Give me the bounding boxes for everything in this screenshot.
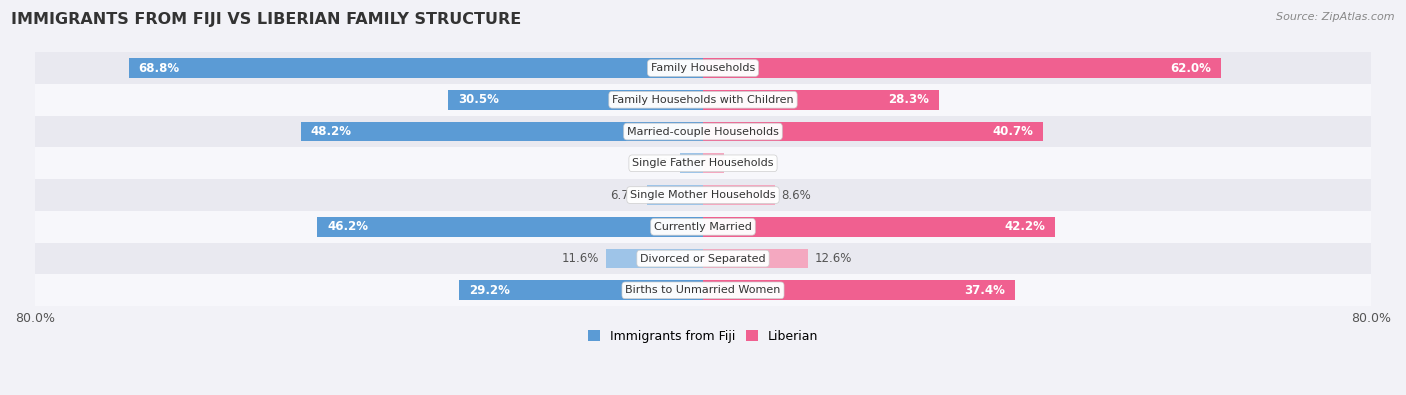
- Bar: [647, 185, 703, 205]
- Text: Single Father Households: Single Father Households: [633, 158, 773, 168]
- Bar: [681, 153, 703, 173]
- Legend: Immigrants from Fiji, Liberian: Immigrants from Fiji, Liberian: [582, 325, 824, 348]
- Bar: [35, 243, 1371, 275]
- Text: Married-couple Households: Married-couple Households: [627, 126, 779, 137]
- Bar: [301, 122, 703, 141]
- Bar: [703, 90, 939, 110]
- Text: 62.0%: 62.0%: [1170, 62, 1211, 75]
- Text: 30.5%: 30.5%: [458, 93, 499, 106]
- Text: 2.7%: 2.7%: [644, 157, 673, 170]
- Bar: [35, 147, 1371, 179]
- Bar: [703, 185, 775, 205]
- Text: 37.4%: 37.4%: [965, 284, 1005, 297]
- Text: Family Households: Family Households: [651, 63, 755, 73]
- Text: 40.7%: 40.7%: [993, 125, 1033, 138]
- Bar: [703, 58, 1220, 78]
- Text: Family Households with Children: Family Households with Children: [612, 95, 794, 105]
- Text: 12.6%: 12.6%: [815, 252, 852, 265]
- Bar: [35, 179, 1371, 211]
- Text: IMMIGRANTS FROM FIJI VS LIBERIAN FAMILY STRUCTURE: IMMIGRANTS FROM FIJI VS LIBERIAN FAMILY …: [11, 12, 522, 27]
- Bar: [318, 217, 703, 237]
- Bar: [35, 84, 1371, 116]
- Text: 2.5%: 2.5%: [731, 157, 761, 170]
- Bar: [703, 217, 1056, 237]
- Text: Single Mother Households: Single Mother Households: [630, 190, 776, 200]
- Bar: [449, 90, 703, 110]
- Text: 42.2%: 42.2%: [1004, 220, 1045, 233]
- Text: Currently Married: Currently Married: [654, 222, 752, 232]
- Bar: [460, 280, 703, 300]
- Text: 28.3%: 28.3%: [889, 93, 929, 106]
- Bar: [606, 249, 703, 269]
- Text: Births to Unmarried Women: Births to Unmarried Women: [626, 285, 780, 295]
- Text: 6.7%: 6.7%: [610, 188, 640, 201]
- Bar: [703, 153, 724, 173]
- Bar: [703, 249, 808, 269]
- Text: Divorced or Separated: Divorced or Separated: [640, 254, 766, 263]
- Bar: [128, 58, 703, 78]
- Text: 29.2%: 29.2%: [470, 284, 510, 297]
- Bar: [35, 52, 1371, 84]
- Text: 11.6%: 11.6%: [562, 252, 599, 265]
- Text: 8.6%: 8.6%: [782, 188, 811, 201]
- Text: 48.2%: 48.2%: [311, 125, 352, 138]
- Bar: [35, 275, 1371, 306]
- Bar: [35, 116, 1371, 147]
- Text: 68.8%: 68.8%: [139, 62, 180, 75]
- Text: Source: ZipAtlas.com: Source: ZipAtlas.com: [1277, 12, 1395, 22]
- Text: 46.2%: 46.2%: [328, 220, 368, 233]
- Bar: [35, 211, 1371, 243]
- Bar: [703, 280, 1015, 300]
- Bar: [703, 122, 1043, 141]
